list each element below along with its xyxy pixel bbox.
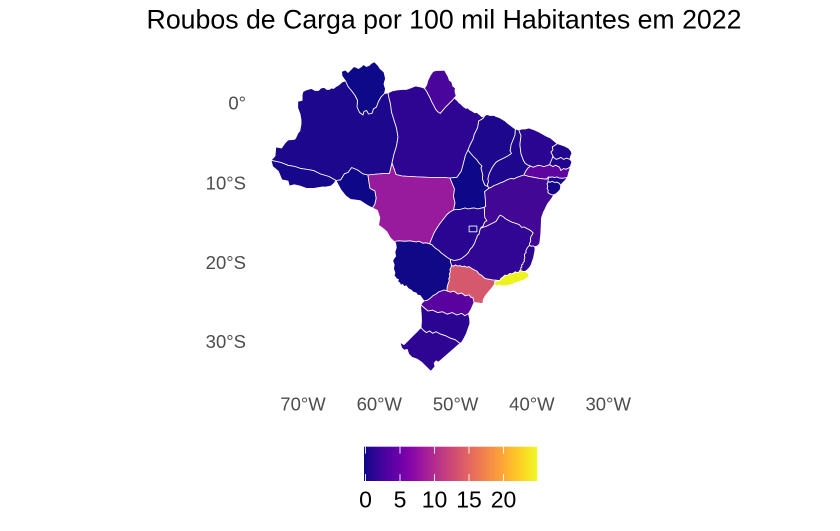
svg-text:20°S: 20°S <box>206 252 246 273</box>
svg-text:Roubos de Carga por 100 mil Ha: Roubos de Carga por 100 mil Habitantes e… <box>147 5 742 35</box>
svg-text:60°W: 60°W <box>357 394 403 415</box>
svg-text:0: 0 <box>359 487 372 513</box>
svg-text:15: 15 <box>456 487 482 513</box>
svg-text:50°W: 50°W <box>433 394 479 415</box>
svg-text:20: 20 <box>491 487 517 513</box>
svg-text:30°S: 30°S <box>206 331 246 352</box>
svg-text:40°W: 40°W <box>509 394 555 415</box>
svg-text:0°: 0° <box>228 93 246 114</box>
svg-text:10: 10 <box>422 487 448 513</box>
svg-text:70°W: 70°W <box>280 394 326 415</box>
svg-text:5: 5 <box>394 487 407 513</box>
svg-text:10°S: 10°S <box>206 173 246 194</box>
svg-text:30°W: 30°W <box>585 394 631 415</box>
